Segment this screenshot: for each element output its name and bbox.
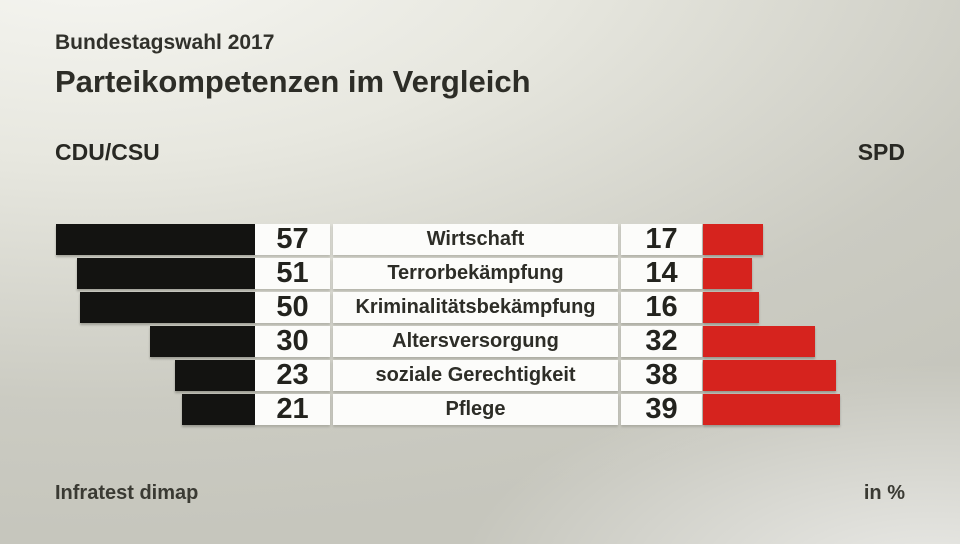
cdu-csu-value-cell: 50 xyxy=(255,292,330,323)
spd-value-cell: 14 xyxy=(621,258,702,289)
chart-row: 23 soziale Gerechtigkeit 38 xyxy=(0,360,960,391)
spd-value-cell: 32 xyxy=(621,326,702,357)
bar-chart-rows: 57 Wirtschaft 17 51 Terrorbekämpfung 14 … xyxy=(0,224,960,428)
category-label: Terrorbekämpfung xyxy=(387,262,564,284)
category-label: Kriminalitätsbekämpfung xyxy=(355,296,596,318)
spd-value: 17 xyxy=(645,223,678,255)
cdu-csu-bar xyxy=(181,394,255,425)
chart-row: 50 Kriminalitätsbekämpfung 16 xyxy=(0,292,960,323)
category-label: soziale Gerechtigkeit xyxy=(375,364,576,386)
source-credit: Infratest dimap xyxy=(55,482,199,504)
spd-value: 39 xyxy=(645,393,678,425)
cdu-csu-value: 57 xyxy=(276,223,309,255)
chart-row: 57 Wirtschaft 17 xyxy=(0,224,960,255)
cdu-csu-bar xyxy=(55,224,255,255)
category-label: Altersversorgung xyxy=(392,330,559,352)
cdu-csu-value-cell: 30 xyxy=(255,326,330,357)
spd-value: 16 xyxy=(645,291,678,323)
category-label-cell: Terrorbekämpfung xyxy=(333,258,618,289)
spd-value-cell: 38 xyxy=(621,360,702,391)
chart-row: 21 Pflege 39 xyxy=(0,394,960,425)
category-label-cell: Pflege xyxy=(333,394,618,425)
cdu-csu-value: 30 xyxy=(276,325,309,357)
category-label-cell: Altersversorgung xyxy=(333,326,618,357)
category-label-cell: Kriminalitätsbekämpfung xyxy=(333,292,618,323)
category-label: Wirtschaft xyxy=(426,228,525,250)
spd-bar xyxy=(703,292,759,323)
cdu-csu-bar xyxy=(174,360,255,391)
cdu-csu-bar xyxy=(76,258,255,289)
legend-party-left: CDU/CSU xyxy=(55,139,160,165)
cdu-csu-bar xyxy=(80,292,255,323)
spd-bar xyxy=(703,224,763,255)
cdu-csu-value: 21 xyxy=(276,393,309,425)
chart-kicker: Bundestagswahl 2017 xyxy=(55,31,275,54)
cdu-csu-value-cell: 21 xyxy=(255,394,330,425)
spd-bar xyxy=(703,258,752,289)
category-label-cell: soziale Gerechtigkeit xyxy=(333,360,618,391)
spd-bar xyxy=(703,360,836,391)
spd-value-cell: 16 xyxy=(621,292,702,323)
spd-bar xyxy=(703,326,815,357)
cdu-csu-value-cell: 57 xyxy=(255,224,330,255)
cdu-csu-value: 50 xyxy=(276,291,309,323)
spd-value: 14 xyxy=(645,257,678,289)
spd-value: 32 xyxy=(645,325,678,357)
cdu-csu-value: 51 xyxy=(276,257,309,289)
cdu-csu-value-cell: 51 xyxy=(255,258,330,289)
spd-value: 38 xyxy=(645,359,678,391)
chart-row: 51 Terrorbekämpfung 14 xyxy=(0,258,960,289)
chart-title: Parteikompetenzen im Vergleich xyxy=(55,64,531,99)
category-label-cell: Wirtschaft xyxy=(333,224,618,255)
legend-party-right: SPD xyxy=(857,139,905,165)
chart-row: 30 Altersversorgung 32 xyxy=(0,326,960,357)
cdu-csu-value: 23 xyxy=(276,359,309,391)
cdu-csu-bar xyxy=(150,326,255,357)
spd-value-cell: 17 xyxy=(621,224,702,255)
spd-bar xyxy=(703,394,840,425)
category-label: Pflege xyxy=(445,398,506,420)
unit-note: in % xyxy=(863,482,905,504)
cdu-csu-value-cell: 23 xyxy=(255,360,330,391)
spd-value-cell: 39 xyxy=(621,394,702,425)
